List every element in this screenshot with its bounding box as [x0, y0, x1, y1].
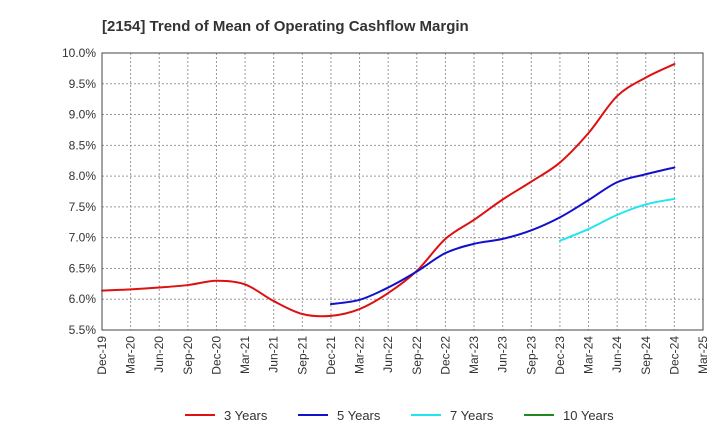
x-tick-label: Mar-22 — [353, 336, 367, 374]
x-tick-label: Sep-23 — [524, 336, 538, 375]
y-axis-ticks: 5.5% 6.0% 6.5% 7.0% 7.5% 8.0% 8.5% 9.0% 9.5% 10.0… — [62, 46, 96, 337]
y-tick-label: 10.0% — [62, 46, 96, 60]
legend-label-5-years: 5 Years — [337, 408, 381, 423]
x-tick-label: Dec-20 — [209, 336, 223, 375]
x-tick-label: Dec-21 — [324, 336, 338, 375]
x-tick-label: Sep-24 — [639, 336, 653, 375]
y-tick-label: 7.0% — [69, 231, 97, 245]
y-tick-label: 9.5% — [69, 77, 97, 91]
x-tick-label: Sep-20 — [181, 336, 195, 375]
y-tick-label: 9.0% — [69, 108, 97, 122]
y-tick-label: 6.5% — [69, 261, 97, 275]
x-tick-label: Dec-22 — [438, 336, 452, 375]
y-tick-label: 7.5% — [69, 200, 97, 214]
x-tick-label: Jun-22 — [381, 336, 395, 373]
x-tick-label: Sep-21 — [295, 336, 309, 375]
chart-title: [2154] Trend of Mean of Operating Cashfl… — [102, 18, 469, 35]
legend-label-7-years: 7 Years — [450, 408, 494, 423]
y-tick-label: 5.5% — [69, 323, 97, 337]
x-tick-label: Mar-20 — [124, 336, 138, 374]
series-layer — [101, 63, 676, 318]
x-tick-label: Mar-21 — [238, 336, 252, 374]
grid-lines — [101, 52, 704, 331]
x-tick-label: Dec-19 — [95, 336, 109, 375]
x-tick-label: Dec-23 — [553, 336, 567, 375]
legend: 3 Years 5 Years 7 Years 10 Years — [185, 408, 614, 423]
series-line-7-years — [558, 197, 676, 242]
x-tick-label: Jun-23 — [496, 336, 510, 373]
x-tick-label: Dec-24 — [667, 336, 681, 375]
x-tick-label: Mar-24 — [582, 336, 596, 374]
y-tick-label: 8.0% — [69, 169, 97, 183]
y-tick-label: 6.0% — [69, 292, 97, 306]
x-tick-label: Jun-24 — [610, 336, 624, 373]
x-axis-ticks: Dec-19 Mar-20 Jun-20 Sep-20 Dec-20 Mar-21 Jun-… — [95, 336, 710, 375]
x-tick-label: Mar-23 — [467, 336, 481, 374]
legend-label-3-years: 3 Years — [224, 408, 268, 423]
x-tick-label: Jun-21 — [267, 336, 281, 373]
x-tick-label: Mar-25 — [696, 336, 710, 374]
x-tick-label: Jun-20 — [152, 336, 166, 373]
plot-area-frame — [101, 52, 704, 331]
x-tick-label: Sep-22 — [410, 336, 424, 375]
series-line-3-years — [101, 63, 676, 318]
series-line-5-years — [329, 166, 676, 306]
y-tick-label: 8.5% — [69, 138, 97, 152]
legend-label-10-years: 10 Years — [563, 408, 614, 423]
